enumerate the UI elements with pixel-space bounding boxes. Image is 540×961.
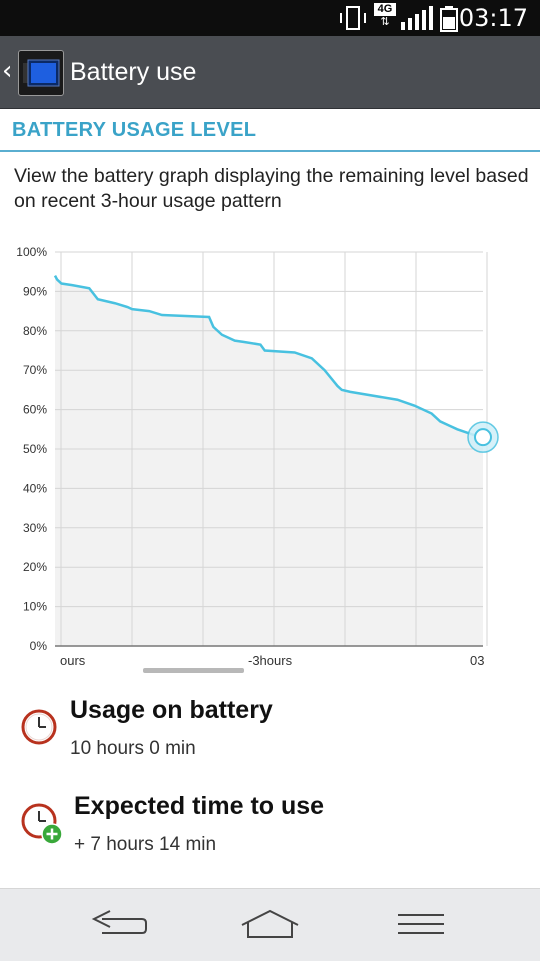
y-tick-label: 80% xyxy=(23,324,47,338)
battery-chart[interactable]: 100% 90% 80% 70% 60% 50% 40% 30% 20% 10% 0% ours -3h… xyxy=(0,238,540,678)
y-tick-label: 40% xyxy=(23,481,47,495)
expected-time-item: Expected time to use + 7 hours 14 min xyxy=(0,784,540,874)
usage-on-battery-item: Usage on battery 10 hours 0 min xyxy=(0,688,540,778)
y-tick-label: 20% xyxy=(23,560,47,574)
section-title: BATTERY USAGE LEVEL xyxy=(12,119,257,141)
menu-icon[interactable] xyxy=(382,901,462,949)
description-text: View the battery graph displaying the re… xyxy=(14,165,529,212)
expected-label: Expected time to use xyxy=(74,792,325,820)
y-tick-label: 50% xyxy=(23,442,47,456)
y-tick-label: 70% xyxy=(23,363,47,377)
y-tick-label: 30% xyxy=(23,521,47,535)
y-tick-label: 90% xyxy=(23,284,47,298)
battery-status-icon xyxy=(440,6,458,32)
navigation-bar xyxy=(0,888,540,961)
y-tick-label: 0% xyxy=(30,639,48,653)
clock-plus-icon xyxy=(21,803,63,845)
section-header: BATTERY USAGE LEVEL xyxy=(0,108,540,152)
signal-icon xyxy=(401,6,433,30)
network-4g-icon: 4G ⇅ xyxy=(374,3,398,31)
chart-scroll-indicator[interactable] xyxy=(143,668,244,673)
page-title: Battery use xyxy=(70,58,197,86)
network-type-label: 4G xyxy=(374,3,396,16)
usage-label: Usage on battery xyxy=(70,696,273,724)
current-level-dot xyxy=(474,428,492,447)
home-icon[interactable] xyxy=(228,901,308,949)
x-tick-label: 03 xyxy=(470,653,484,668)
x-tick-label: -3hours xyxy=(248,653,293,668)
battery-area-fill xyxy=(55,275,483,646)
vibrate-icon xyxy=(340,6,366,30)
y-tick-label: 60% xyxy=(23,403,47,417)
up-back-icon[interactable]: ‹ xyxy=(2,56,13,86)
back-icon[interactable] xyxy=(80,901,160,949)
battery-level-line xyxy=(53,275,484,439)
x-tick-label: ours xyxy=(60,653,86,668)
status-bar: 4G ⇅ 03:17 xyxy=(0,0,540,36)
battery-app-icon[interactable] xyxy=(18,50,64,96)
usage-value: 10 hours 0 min xyxy=(70,738,196,759)
expected-value: + 7 hours 14 min xyxy=(74,834,217,855)
y-tick-label: 100% xyxy=(16,245,47,259)
y-tick-label: 10% xyxy=(23,600,47,614)
clock-icon xyxy=(21,709,57,745)
status-time: 03:17 xyxy=(458,4,528,32)
title-bar: ‹ Battery use xyxy=(0,36,540,109)
